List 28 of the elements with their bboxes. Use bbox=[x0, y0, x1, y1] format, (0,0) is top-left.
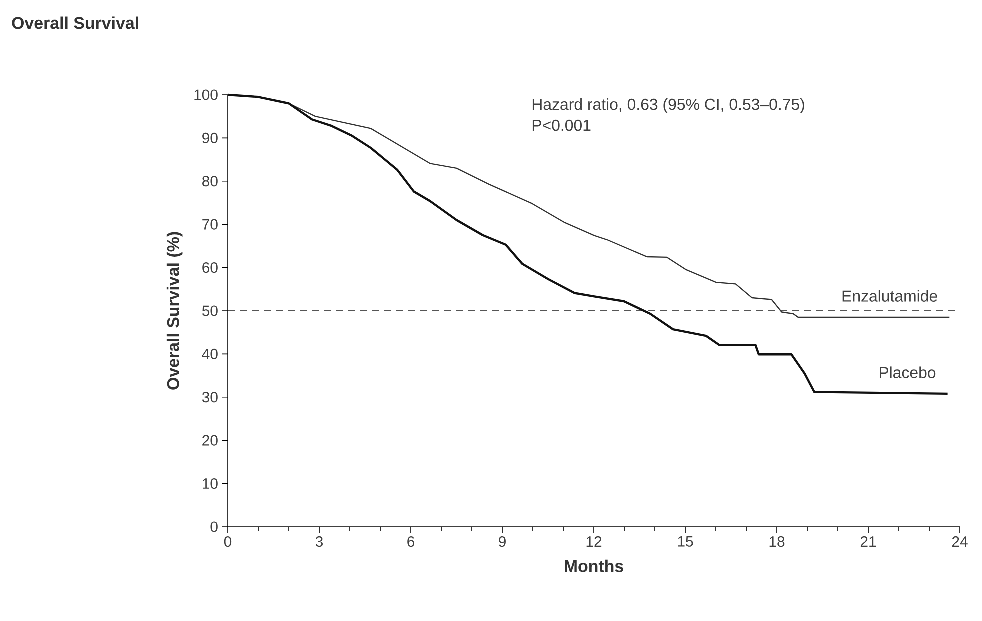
x-tick-label: 0 bbox=[224, 536, 232, 548]
y-tick-label: 100 bbox=[194, 90, 218, 100]
x-tick-label: 9 bbox=[499, 536, 506, 548]
y-tick-label: 90 bbox=[202, 132, 218, 144]
line-series bbox=[226, 94, 949, 396]
x-tick-label: 12 bbox=[586, 536, 602, 547]
x-tick-label: 6 bbox=[408, 536, 415, 548]
y-tick-label: 70 bbox=[202, 219, 218, 230]
series-label: Placebo bbox=[880, 366, 936, 378]
x-tick-label: 18 bbox=[770, 536, 785, 548]
series-label: Enzalutamide bbox=[842, 290, 938, 302]
text: Overall Survival bbox=[12, 16, 138, 30]
y-tick-label: 20 bbox=[202, 435, 218, 446]
y-tick-label: 40 bbox=[202, 348, 218, 360]
y-tick-label: 10 bbox=[203, 478, 218, 490]
annotation: P<0.001 bbox=[532, 120, 591, 132]
y-tick-label: 80 bbox=[202, 176, 218, 187]
x-axis-title: Months bbox=[565, 560, 624, 572]
y-tick-label: 60 bbox=[202, 262, 218, 274]
y-tick-label: 50 bbox=[202, 306, 218, 316]
x-tick-label: 15 bbox=[678, 536, 694, 547]
annotation: Hazard ratio, 0.63 (95% CI, 0.53–0.75) bbox=[532, 98, 804, 114]
y-tick-label: 0 bbox=[210, 522, 218, 532]
y-axis-title: Overall Survival (%) bbox=[166, 232, 183, 390]
y-tick-label: 30 bbox=[202, 392, 218, 403]
x-tick-label: 3 bbox=[316, 536, 324, 548]
x-tick-label: 24 bbox=[952, 536, 968, 547]
x-tick-label: 21 bbox=[860, 536, 876, 547]
